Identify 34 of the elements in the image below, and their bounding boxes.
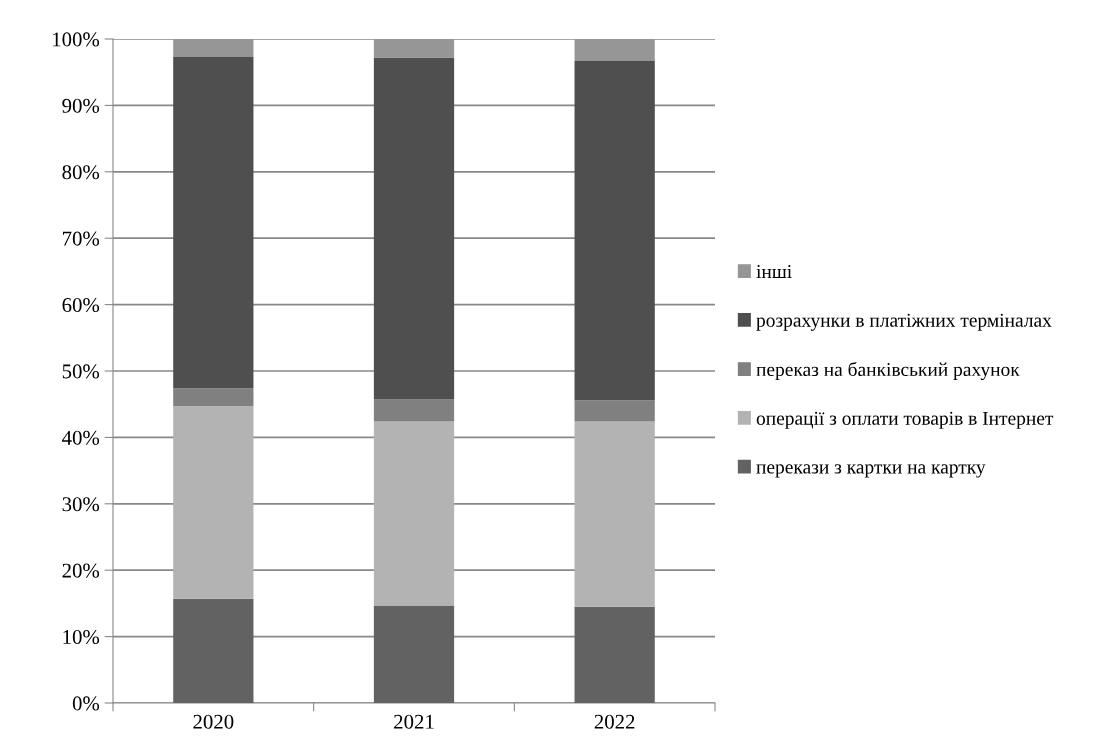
legend-label: інші xyxy=(756,265,792,278)
legend-label: перекази з картки на картку xyxy=(756,464,986,478)
y-tick-label: 30% xyxy=(62,497,100,512)
bar xyxy=(173,388,254,407)
y-tick-label: 50% xyxy=(62,364,100,379)
bar xyxy=(574,400,655,422)
legend-label: розрахунки в платіжних терміналах xyxy=(756,313,1052,331)
x-tick-label: 2022 xyxy=(594,714,635,729)
legend-label: операції з оплати товарів в Інтернет xyxy=(756,411,1054,429)
y-tick-label: 90% xyxy=(62,98,100,113)
y-tick-label: 100% xyxy=(53,32,100,47)
bar xyxy=(173,406,254,599)
bar xyxy=(173,39,254,57)
y-tick-label: 60% xyxy=(62,297,100,313)
bar xyxy=(373,39,455,58)
bar xyxy=(373,57,455,400)
y-tick-label: 80% xyxy=(62,165,100,180)
legend-label: переказ на банківський рахунок xyxy=(756,361,1020,381)
y-tick-label: 40% xyxy=(62,430,100,445)
bar xyxy=(373,399,455,422)
x-tick-label: 2021 xyxy=(394,714,434,729)
y-tick-label: 0% xyxy=(72,696,100,711)
bar xyxy=(574,60,655,401)
y-tick-label: 20% xyxy=(62,563,100,578)
bar xyxy=(173,598,254,703)
bar xyxy=(173,56,254,389)
bar xyxy=(574,39,655,61)
y-tick-label: 10% xyxy=(63,629,100,645)
bar xyxy=(574,606,655,703)
y-tick-label: 70% xyxy=(62,231,100,246)
bar xyxy=(373,421,455,606)
x-tick-label: 2020 xyxy=(193,714,234,729)
bar xyxy=(373,605,455,703)
bar xyxy=(574,421,655,607)
